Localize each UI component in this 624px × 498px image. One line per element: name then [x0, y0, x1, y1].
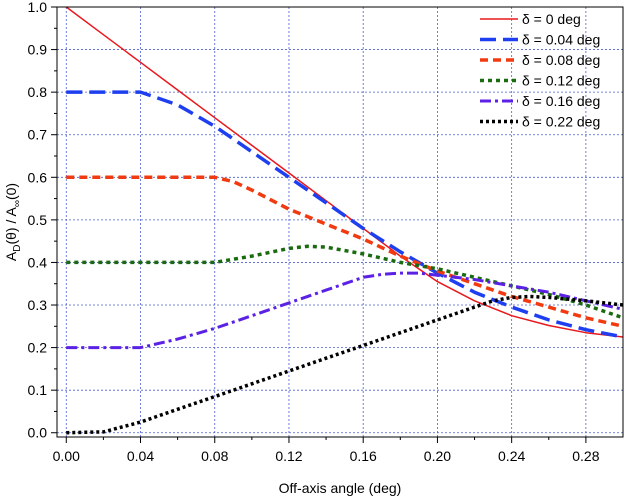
y-tick-label: 1.0: [28, 0, 48, 15]
legend-label-4: δ = 0.16 deg: [522, 93, 600, 109]
series-line-4: [66, 271, 623, 350]
y-label-end: (0): [3, 183, 19, 200]
y-label-mid: (θ) / A: [3, 207, 19, 245]
x-tick-label: 0.00: [53, 448, 80, 464]
y-label-sub-d: D: [12, 245, 23, 252]
y-label-a: A: [3, 251, 19, 261]
y-tick-label: 0.1: [28, 382, 48, 398]
x-axis-label: Off-axis angle (deg): [279, 480, 402, 496]
y-tick-label: 0.4: [28, 254, 48, 270]
x-tick-label: 0.08: [201, 448, 228, 464]
legend-label-3: δ = 0.12 deg: [522, 73, 600, 89]
y-tick-label: 0.3: [28, 297, 48, 313]
x-tick-label: 0.16: [350, 448, 377, 464]
series-layer: [65, 7, 623, 435]
y-tick-label: 0.0: [28, 425, 48, 441]
y-tick-label: 0.8: [28, 84, 48, 100]
y-label-sub-inf: ∞: [12, 200, 23, 207]
series-line-3: [66, 244, 623, 320]
legend: δ = 0 deg δ = 0.04 deg δ = 0.08 deg δ = 0.1…: [480, 11, 600, 130]
y-tick-label: 0.7: [28, 127, 48, 143]
y-tick-label: 0.6: [28, 169, 48, 185]
legend-label-2: δ = 0.08 deg: [522, 52, 600, 68]
x-tick-label: 0.12: [275, 448, 302, 464]
x-tick-label: 0.24: [498, 448, 525, 464]
x-tick-label: 0.28: [572, 448, 599, 464]
series-line-5: [66, 294, 623, 435]
y-tick-label: 0.5: [28, 212, 48, 228]
y-tick-label: 0.2: [28, 340, 48, 356]
y-tick-label: 0.9: [28, 42, 48, 58]
legend-label-1: δ = 0.04 deg: [522, 32, 600, 48]
ticks-layer: 0.00 0.04 0.08 0.12 0.16 0.20 0.24 0.28 0.0 0.1 0.…: [28, 0, 600, 464]
y-axis-label: AD(θ) / A∞(0): [3, 183, 23, 261]
series-line-2: [66, 175, 623, 329]
legend-label-5: δ = 0.22 deg: [522, 114, 600, 130]
plot-frame: [56, 6, 624, 438]
x-tick-label: 0.20: [424, 448, 451, 464]
legend-label-0: δ = 0 deg: [522, 11, 581, 27]
series-line-1: [66, 90, 623, 339]
x-tick-label: 0.04: [127, 448, 154, 464]
